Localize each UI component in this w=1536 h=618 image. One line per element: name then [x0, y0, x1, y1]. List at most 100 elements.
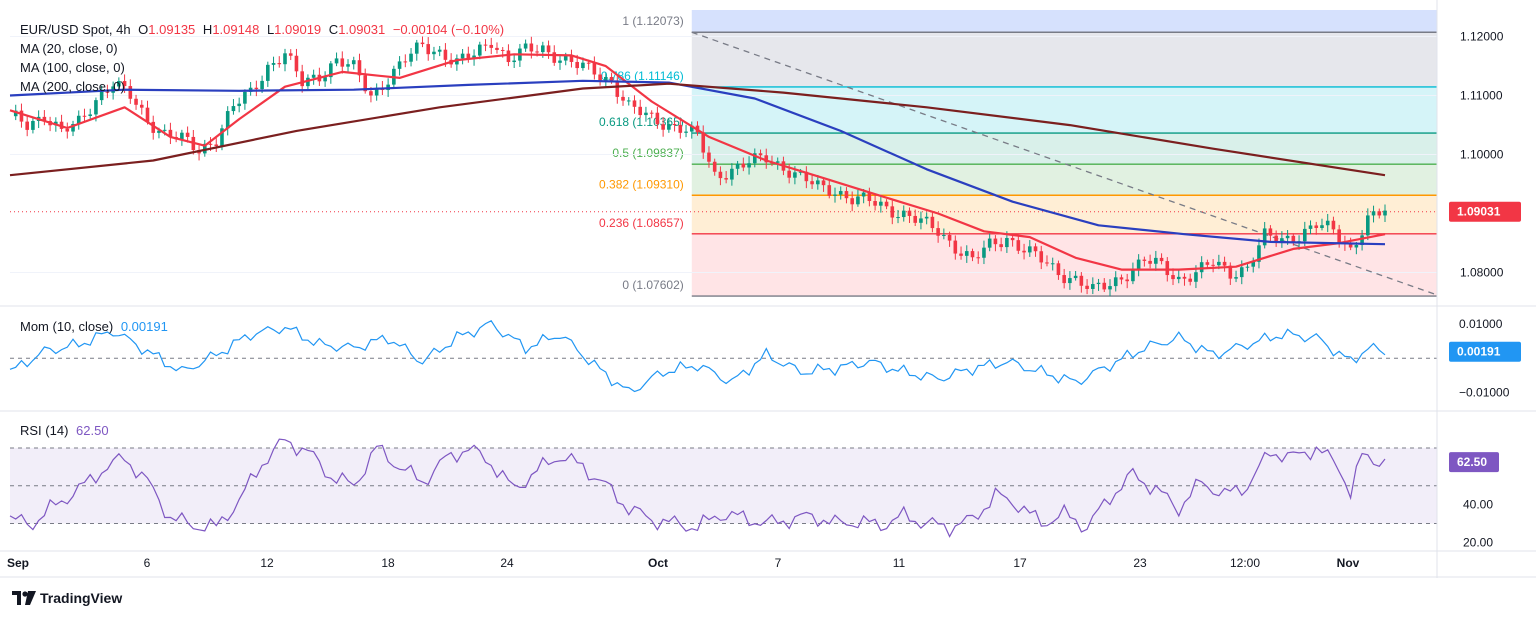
- candle-body: [1102, 282, 1107, 290]
- time-axis-tick: 17: [1013, 556, 1027, 570]
- candle-body: [970, 251, 975, 258]
- mom-line: [9, 320, 1386, 393]
- candle-body: [1050, 263, 1055, 265]
- candle-body: [890, 206, 895, 218]
- tradingview-logo[interactable]: TradingView: [12, 590, 122, 606]
- candle-body: [13, 110, 18, 117]
- candle-body: [243, 91, 247, 104]
- candle-body: [764, 155, 769, 163]
- candle-body: [1073, 275, 1078, 279]
- rsi-legend[interactable]: RSI (14) 62.50: [20, 423, 109, 438]
- candle-body: [1010, 237, 1015, 241]
- mom-value-tag-text: 0.00191: [1457, 345, 1501, 359]
- candle-body: [323, 77, 327, 82]
- price-axis-tick: 1.10000: [1460, 148, 1504, 162]
- candle-body: [1033, 246, 1038, 252]
- candle-body: [168, 129, 173, 138]
- candle-body: [586, 62, 591, 64]
- ohlc-high: H1.09148: [202, 22, 260, 37]
- candle-body: [1045, 262, 1049, 264]
- candle-body: [214, 144, 219, 147]
- candle-body: [472, 55, 476, 59]
- candle-body: [747, 163, 751, 168]
- candle-body: [1131, 269, 1135, 282]
- fibonacci-retracement[interactable]: 1 (1.12073)0.786 (1.11146)0.618 (1.10365…: [599, 10, 1437, 297]
- candle-body: [369, 91, 373, 96]
- candle-body: [500, 49, 505, 51]
- candle-body: [581, 62, 585, 69]
- candle-body: [432, 51, 436, 55]
- candle-body: [1068, 278, 1072, 284]
- candle-body: [1331, 220, 1336, 230]
- candle-body: [1371, 211, 1376, 216]
- rsi-axis-tick: 40.00: [1463, 498, 1493, 512]
- candle-body: [558, 60, 562, 63]
- legend-ma200[interactable]: MA (200, close, 0): [20, 79, 125, 94]
- time-axis-tick: 24: [500, 556, 514, 570]
- fib-zone-top: [691, 10, 1437, 33]
- candle-body: [924, 216, 929, 219]
- candle-body: [644, 112, 648, 116]
- candle-body: [1194, 272, 1198, 282]
- candle-body: [334, 58, 339, 64]
- candle-body: [947, 234, 952, 241]
- tradingview-logo-icon: [12, 591, 36, 605]
- ohlc-open: O1.09135: [138, 22, 196, 37]
- candle-body: [529, 43, 534, 52]
- fib-level-label: 1 (1.12073): [622, 14, 683, 28]
- candle-body: [964, 251, 969, 256]
- candle-body: [936, 228, 940, 236]
- candle-body: [804, 171, 809, 182]
- candle-body: [420, 42, 425, 45]
- rsi-value-tag: [1449, 452, 1499, 473]
- candle-body: [563, 55, 568, 61]
- candle-body: [861, 192, 866, 197]
- candle-body: [1325, 220, 1330, 226]
- candle-body: [1320, 225, 1324, 228]
- fib-level-label: 0.382 (1.09310): [599, 177, 684, 191]
- candle-body: [1176, 276, 1181, 280]
- candle-body: [810, 181, 814, 185]
- price-axis-tick: 1.11000: [1460, 89, 1503, 103]
- candle-body: [1148, 260, 1152, 264]
- candle-body: [88, 114, 93, 116]
- candle-body: [793, 172, 797, 178]
- candle-body: [180, 132, 184, 140]
- candle-body: [94, 100, 98, 115]
- candle-body: [758, 153, 763, 156]
- candle-body: [541, 45, 545, 53]
- legend-ma20[interactable]: MA (20, close, 0): [20, 41, 118, 56]
- candle-body: [1016, 240, 1021, 251]
- mom-legend[interactable]: Mom (10, close) 0.00191: [20, 319, 168, 334]
- price-change: −0.00104 (−0.10%): [392, 22, 505, 37]
- candle-body: [1005, 237, 1009, 248]
- candle-body: [414, 42, 419, 54]
- time-axis-tick: Oct: [648, 556, 668, 570]
- candle-body: [145, 107, 150, 122]
- mom-axis-tick: 0.01000: [1459, 317, 1503, 331]
- fib-level-label: 0.618 (1.10365): [599, 115, 684, 129]
- candle-body: [311, 74, 316, 78]
- candle-body: [443, 49, 448, 60]
- candle-body: [615, 81, 620, 97]
- candle-body: [363, 75, 368, 92]
- candle-body: [575, 61, 579, 69]
- candle-body: [437, 49, 442, 52]
- candle-body: [1360, 235, 1364, 246]
- candle-body: [741, 163, 746, 168]
- candle-body: [1039, 251, 1044, 263]
- candle-body: [1291, 235, 1296, 243]
- rsi-value-tag-text: 62.50: [1457, 455, 1487, 469]
- time-axis-tick: 6: [144, 556, 151, 570]
- symbol-header[interactable]: EUR/USD Spot, 4h O1.09135 H1.09148 L1.09…: [20, 22, 504, 37]
- candle-body: [1308, 225, 1313, 229]
- fib-zone: [691, 32, 1437, 87]
- candle-body: [1096, 282, 1101, 285]
- candle-body: [1280, 238, 1284, 243]
- legend-ma100[interactable]: MA (100, close, 0): [20, 60, 125, 75]
- candle-body: [816, 180, 820, 185]
- moving-average-lines: [9, 53, 1386, 271]
- candle-body: [1337, 229, 1341, 243]
- candle-body: [1228, 265, 1233, 279]
